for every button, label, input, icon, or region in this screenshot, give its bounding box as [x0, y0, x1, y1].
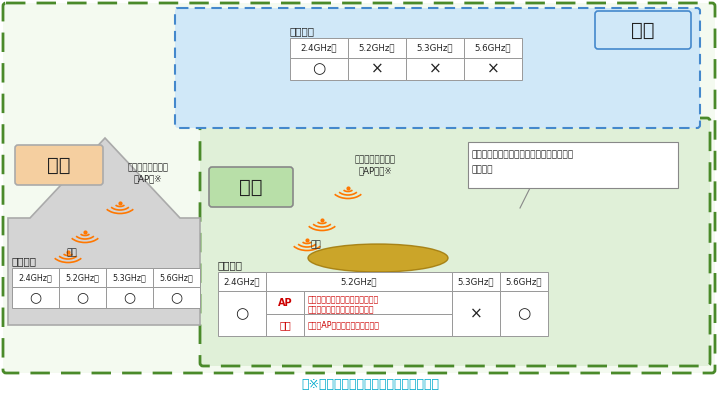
- Bar: [290, 38, 348, 58]
- FancyBboxPatch shape: [3, 3, 715, 373]
- FancyBboxPatch shape: [175, 8, 700, 128]
- Text: 車両内、船舶内、航空機内は、「屋内」と: 車両内、船舶内、航空機内は、「屋内」と: [472, 150, 574, 160]
- Text: 5.6GHz帯: 5.6GHz帯: [475, 43, 511, 53]
- Bar: [266, 272, 452, 291]
- Text: アクセスポイント
（AP）等※: アクセスポイント （AP）等※: [355, 155, 396, 176]
- Bar: [500, 272, 548, 291]
- Text: 5.3GHz帯: 5.3GHz帯: [458, 277, 494, 286]
- Bar: [464, 38, 522, 58]
- Text: 2.4GHz帯: 2.4GHz帯: [224, 277, 260, 286]
- Bar: [153, 287, 200, 308]
- Bar: [153, 268, 200, 287]
- Bar: [464, 58, 522, 80]
- Text: 5.6GHz帯: 5.6GHz帯: [159, 273, 193, 282]
- Bar: [290, 58, 348, 80]
- Text: ○: ○: [170, 290, 182, 304]
- Text: ○: ○: [236, 306, 248, 321]
- Bar: [59, 268, 106, 287]
- Bar: [59, 287, 106, 308]
- Bar: [304, 314, 452, 336]
- Bar: [500, 291, 548, 336]
- FancyBboxPatch shape: [15, 145, 103, 185]
- Text: ×: ×: [470, 306, 482, 321]
- Bar: [12, 287, 59, 308]
- Text: 2.4GHz帯: 2.4GHz帯: [19, 273, 52, 282]
- Bar: [304, 291, 452, 314]
- Text: 屋内: 屋内: [47, 156, 71, 174]
- FancyBboxPatch shape: [209, 167, 293, 207]
- Text: ○: ○: [312, 61, 326, 77]
- Text: ○: ○: [123, 290, 136, 304]
- Text: 5.2GHz帯: 5.2GHz帯: [341, 277, 377, 286]
- Text: 使用可否: 使用可否: [12, 256, 37, 266]
- Bar: [12, 268, 59, 287]
- Ellipse shape: [308, 244, 448, 272]
- Text: 専用の機器を、総合通信局に登録: 専用の機器を、総合通信局に登録: [308, 295, 379, 304]
- Bar: [106, 287, 153, 308]
- Text: ×: ×: [429, 61, 442, 77]
- Text: 屋外: 屋外: [239, 178, 263, 196]
- Text: ○: ○: [76, 290, 88, 304]
- Text: 端末: 端末: [311, 240, 322, 249]
- Bar: [348, 38, 406, 58]
- Text: ×: ×: [487, 61, 500, 77]
- Text: 5.2GHz帯: 5.2GHz帯: [65, 273, 99, 282]
- Bar: [468, 142, 678, 188]
- Text: アクセスポイント
（AP）※: アクセスポイント （AP）※: [128, 163, 169, 184]
- Text: 5.3GHz帯: 5.3GHz帯: [113, 273, 146, 282]
- Text: 2.4GHz帯: 2.4GHz帯: [301, 43, 337, 53]
- Text: AP: AP: [278, 298, 292, 308]
- Text: 5.6GHz帯: 5.6GHz帯: [505, 277, 542, 286]
- Text: 5.2GHz帯: 5.2GHz帯: [359, 43, 395, 53]
- Text: 同等扱い: 同等扱い: [472, 166, 493, 174]
- Bar: [218, 272, 266, 291]
- Bar: [406, 58, 464, 80]
- Text: ○: ○: [518, 306, 531, 321]
- Text: 端末: 端末: [279, 320, 291, 330]
- Text: ×: ×: [370, 61, 383, 77]
- Text: ○: ○: [29, 290, 42, 304]
- Bar: [452, 291, 500, 336]
- Text: 上空: 上空: [631, 20, 655, 40]
- Bar: [218, 291, 266, 336]
- Text: の手続きをすることで使用可能: の手続きをすることで使用可能: [308, 305, 375, 314]
- Bar: [106, 268, 153, 287]
- Polygon shape: [8, 138, 200, 325]
- Bar: [266, 291, 304, 314]
- Text: 使用可否: 使用可否: [218, 260, 243, 270]
- FancyBboxPatch shape: [595, 11, 691, 49]
- Text: 端末: 端末: [67, 248, 78, 257]
- FancyBboxPatch shape: [200, 118, 710, 366]
- Text: 使用可否: 使用可否: [290, 26, 315, 36]
- Bar: [348, 58, 406, 80]
- Text: 上記のAPと通信する場合は可能: 上記のAPと通信する場合は可能: [308, 320, 380, 330]
- Bar: [406, 38, 464, 58]
- Text: （※　中継器を含みます。以下同じ。）: （※ 中継器を含みます。以下同じ。）: [301, 379, 439, 391]
- Bar: [452, 272, 500, 291]
- Bar: [266, 314, 304, 336]
- Text: 5.3GHz帯: 5.3GHz帯: [416, 43, 453, 53]
